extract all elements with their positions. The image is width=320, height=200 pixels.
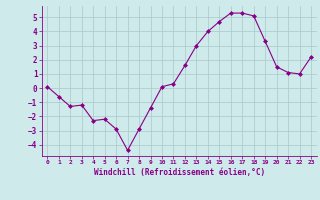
X-axis label: Windchill (Refroidissement éolien,°C): Windchill (Refroidissement éolien,°C) xyxy=(94,168,265,177)
